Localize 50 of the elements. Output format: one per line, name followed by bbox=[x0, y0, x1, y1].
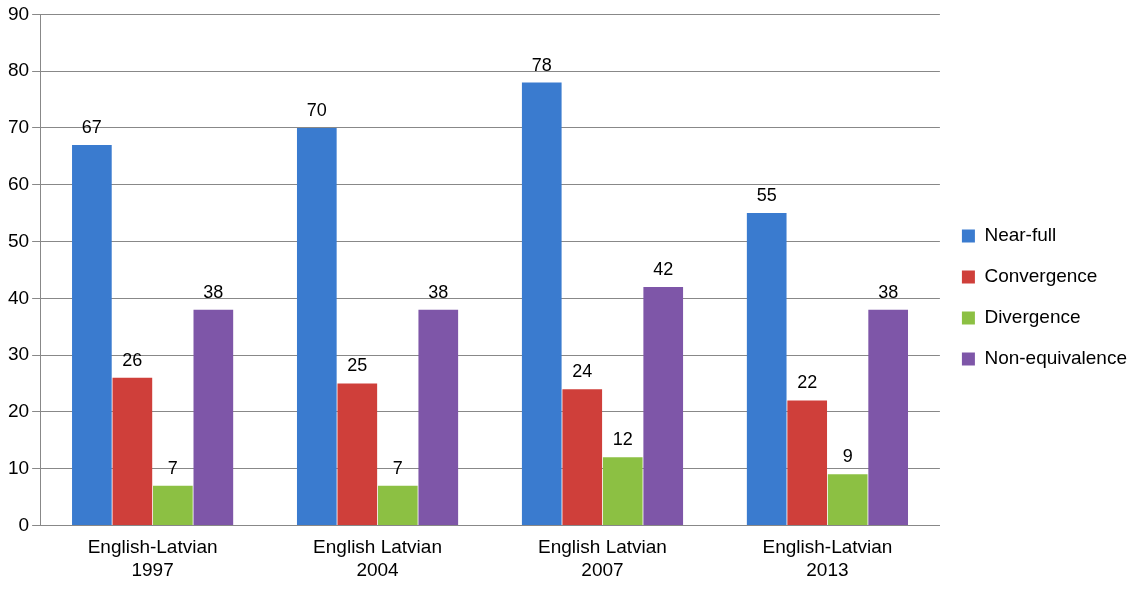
data-label: 42 bbox=[653, 258, 674, 279]
data-label: 55 bbox=[756, 185, 777, 206]
y-tick-label: 50 bbox=[7, 229, 30, 251]
bar bbox=[377, 485, 418, 525]
data-label: 78 bbox=[531, 54, 552, 75]
bar bbox=[868, 309, 909, 525]
data-label: 24 bbox=[572, 361, 593, 382]
data-label: 22 bbox=[797, 372, 818, 393]
data-label: 67 bbox=[81, 116, 102, 137]
y-tick-label: 90 bbox=[7, 2, 30, 24]
bar bbox=[562, 389, 603, 525]
data-label: 7 bbox=[167, 457, 178, 478]
y-tick-label: 70 bbox=[7, 116, 30, 138]
y-tick-label: 60 bbox=[7, 172, 30, 194]
legend-label: Convergence bbox=[984, 265, 1098, 287]
data-label: 70 bbox=[306, 99, 327, 120]
y-tick-label: 20 bbox=[7, 400, 30, 422]
y-tick-label: 40 bbox=[7, 286, 30, 308]
bar bbox=[296, 127, 337, 525]
data-label: 9 bbox=[842, 446, 853, 467]
y-tick-label: 10 bbox=[7, 456, 30, 478]
bar bbox=[153, 485, 193, 525]
data-label: 38 bbox=[428, 281, 449, 302]
x-tick-label: English Latvian 2004 bbox=[313, 536, 442, 580]
bar bbox=[337, 383, 378, 525]
bar bbox=[521, 82, 562, 525]
x-tick-label: English-Latvian 1997 bbox=[87, 536, 218, 580]
data-label: 12 bbox=[612, 429, 633, 450]
legend-label: Divergence bbox=[984, 306, 1081, 328]
x-tick-label: English-Latvian 2013 bbox=[762, 536, 893, 580]
legend-label: Near-full bbox=[984, 224, 1057, 246]
bar bbox=[193, 309, 234, 525]
bar bbox=[418, 309, 459, 525]
bar bbox=[746, 213, 787, 525]
bar bbox=[827, 474, 868, 525]
bar bbox=[602, 457, 643, 525]
y-tick-label: 80 bbox=[7, 59, 30, 81]
legend-label: Non-equivalence bbox=[984, 347, 1127, 369]
bar bbox=[787, 400, 828, 525]
data-label: 38 bbox=[203, 281, 224, 302]
y-tick-label: 30 bbox=[7, 343, 30, 365]
bar bbox=[72, 144, 112, 525]
data-label: 25 bbox=[347, 355, 368, 376]
bar bbox=[112, 377, 153, 525]
bar bbox=[643, 286, 684, 525]
data-label: 38 bbox=[878, 281, 899, 302]
x-tick-label: English Latvian 2007 bbox=[538, 536, 667, 580]
y-tick-label: 0 bbox=[18, 513, 30, 535]
data-label: 7 bbox=[392, 457, 403, 478]
data-label: 26 bbox=[122, 349, 143, 370]
